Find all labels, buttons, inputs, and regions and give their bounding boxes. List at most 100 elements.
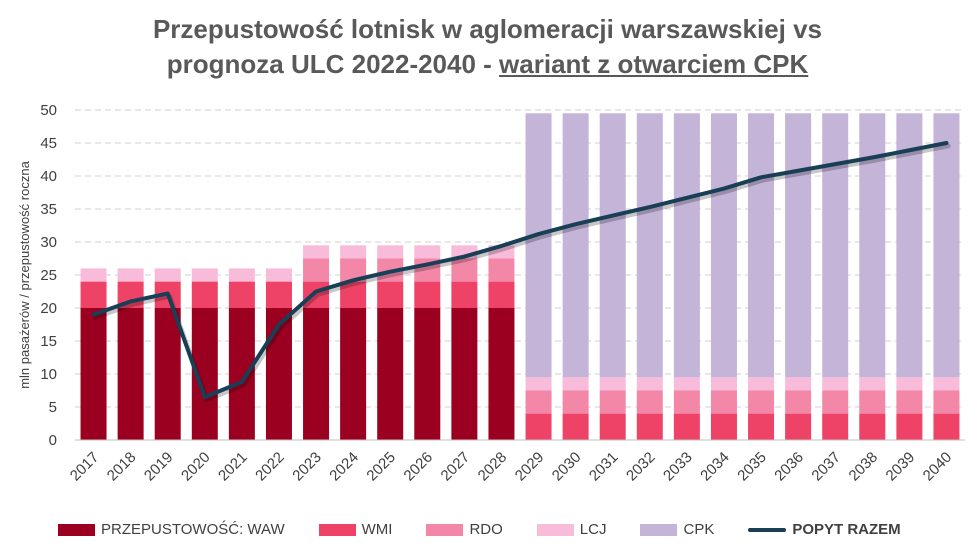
bar-segment — [191, 268, 218, 282]
bar-segment — [562, 113, 589, 378]
bar-segment — [80, 281, 107, 308]
bar-segment — [340, 245, 367, 259]
x-tick-label: 2021 — [215, 449, 251, 485]
bar-segment — [488, 258, 515, 282]
y-tick-label: 25 — [40, 267, 57, 284]
bar-segment — [896, 390, 923, 414]
y-tick-label: 40 — [40, 168, 57, 185]
legend-item: RDO — [426, 521, 503, 538]
y-tick-label: 35 — [40, 201, 57, 218]
bar-segment — [636, 113, 663, 378]
chart-title-line2: prognoza ULC 2022-2040 - wariant z otwar… — [0, 47, 975, 82]
bar-segment — [933, 113, 960, 378]
legend-label: LCJ — [579, 521, 607, 538]
x-tick-label: 2039 — [883, 449, 919, 485]
legend-swatch — [536, 523, 574, 536]
bar-segment — [748, 413, 775, 440]
x-tick-label: 2030 — [549, 449, 585, 485]
legend-label: WMI — [361, 521, 393, 538]
bar-segment — [525, 390, 552, 414]
bar-segment — [117, 268, 144, 282]
bar-segment — [340, 281, 367, 308]
chart-title-line2-prefix: prognoza ULC 2022-2040 - — [166, 49, 500, 79]
y-tick-label: 30 — [40, 234, 57, 251]
bar-segment — [710, 377, 737, 391]
y-tick-label: 20 — [40, 300, 57, 317]
bar-segment — [822, 390, 849, 414]
bar-segment — [673, 390, 700, 414]
bar-segment — [599, 390, 626, 414]
bar-segment — [636, 390, 663, 414]
x-tick-label: 2017 — [67, 449, 103, 485]
bar-segment — [822, 377, 849, 391]
legend-label: PRZEPUSTOWOŚĆ: WAW — [101, 521, 285, 538]
bar-segment — [340, 308, 367, 440]
bar-segment — [673, 377, 700, 391]
bar-segment — [451, 281, 478, 308]
bar-segment — [451, 308, 478, 440]
demand-line-shadow — [93, 143, 951, 403]
bar-segment — [377, 308, 404, 440]
bar-segment — [191, 281, 218, 308]
bar-segment — [748, 377, 775, 391]
bar-segment — [303, 308, 330, 440]
y-tick-label: 10 — [40, 366, 57, 383]
bar-segment — [340, 258, 367, 282]
legend-swatch — [318, 523, 356, 536]
bar-segment — [636, 413, 663, 440]
x-tick-label: 2035 — [734, 449, 770, 485]
bar-segment — [562, 390, 589, 414]
bar-segment — [710, 390, 737, 414]
legend-item: WMI — [318, 521, 393, 538]
y-tick-label: 45 — [40, 135, 57, 152]
chart-title: Przepustowość lotnisk w aglomeracji wars… — [0, 12, 975, 82]
bar-segment — [859, 113, 886, 378]
x-tick-label: 2023 — [289, 449, 325, 485]
bar-segment — [525, 113, 552, 378]
bar-segment — [80, 308, 107, 440]
y-tick-label: 15 — [40, 333, 57, 350]
x-tick-label: 2031 — [586, 449, 622, 485]
chart-legend: PRZEPUSTOWOŚĆ: WAW WMI RDO LCJ CPK POPYT RAZE… — [58, 521, 935, 538]
bar-segment — [228, 281, 255, 308]
bar-segment — [859, 390, 886, 414]
bar-segment — [896, 377, 923, 391]
bar-segment — [265, 308, 292, 440]
bar-segment — [303, 245, 330, 259]
bar-segment — [265, 268, 292, 282]
bar-segment — [414, 308, 441, 440]
bar-segment — [673, 113, 700, 378]
x-tick-label: 2027 — [438, 449, 474, 485]
bar-segment — [599, 377, 626, 391]
x-tick-label: 2029 — [512, 449, 548, 485]
y-axis-label: mln pasażerów / przepustowość roczna — [17, 160, 32, 388]
bar-segment — [562, 377, 589, 391]
legend-label: RDO — [469, 521, 503, 538]
legend-swatch — [426, 523, 464, 536]
bar-segment — [228, 268, 255, 282]
x-tick-label: 2034 — [697, 449, 733, 485]
bar-segment — [451, 258, 478, 282]
bar-segment — [785, 390, 812, 414]
bar-segment — [785, 413, 812, 440]
x-tick-label: 2025 — [363, 449, 399, 485]
bar-segment — [414, 245, 441, 259]
bar-segment — [117, 308, 144, 440]
x-tick-label: 2032 — [623, 449, 659, 485]
x-tick-label: 2033 — [660, 449, 696, 485]
bar-segment — [748, 390, 775, 414]
x-tick-label: 2028 — [475, 449, 511, 485]
bar-segment — [303, 281, 330, 308]
x-tick-label: 2019 — [141, 449, 177, 485]
bar-segment — [562, 413, 589, 440]
x-tick-label: 2037 — [808, 449, 844, 485]
bar-segment — [414, 281, 441, 308]
x-tick-label: 2018 — [104, 449, 140, 485]
bar-segment — [933, 413, 960, 440]
y-tick-label: 0 — [49, 432, 57, 449]
bar-segment — [265, 281, 292, 308]
bar-segment — [785, 377, 812, 391]
x-tick-label: 2038 — [845, 449, 881, 485]
x-tick-label: 2024 — [326, 449, 362, 485]
bar-segment — [154, 268, 181, 282]
